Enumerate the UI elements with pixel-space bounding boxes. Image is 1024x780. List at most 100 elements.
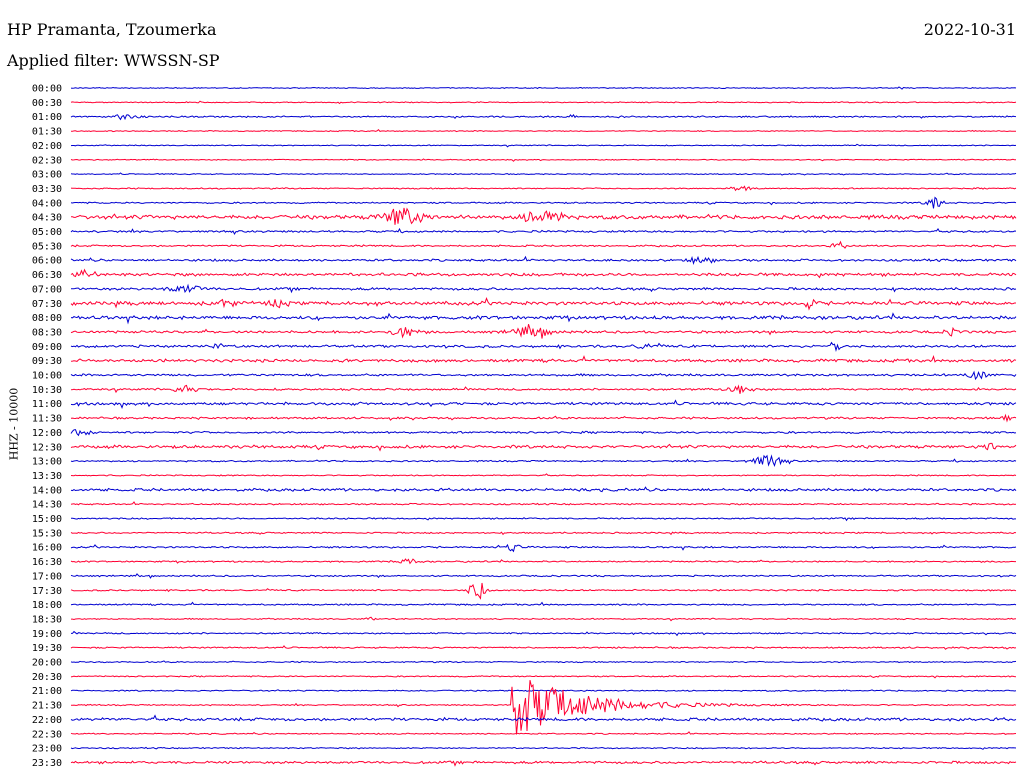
row-label: 22:00: [32, 715, 62, 726]
row-label: 15:30: [32, 528, 62, 539]
row-label: 06:30: [32, 270, 62, 281]
trace-row: [70, 675, 1017, 679]
row-label: 16:00: [32, 543, 62, 554]
trace-row: [70, 227, 1017, 236]
trace-row: [70, 679, 1017, 735]
row-label: 07:00: [32, 284, 62, 295]
date-label: 2022-10-31: [923, 20, 1016, 39]
trace-row: [70, 268, 1017, 279]
row-label: 00:00: [32, 84, 62, 95]
row-label: 19:00: [32, 629, 62, 640]
row-label: 16:30: [32, 557, 62, 568]
row-label: 14:30: [32, 500, 62, 511]
row-label: 03:30: [32, 184, 62, 195]
row-label: 07:30: [32, 299, 62, 310]
row-label: 08:30: [32, 327, 62, 338]
row-label: 06:00: [32, 256, 62, 267]
trace-row: [70, 731, 1017, 736]
trace-row: [70, 399, 1017, 409]
row-label: 05:00: [32, 227, 62, 238]
trace-row: [70, 573, 1017, 579]
trace-row: [70, 746, 1017, 750]
trace-row: [70, 486, 1017, 493]
row-label: 02:00: [32, 141, 62, 152]
trace-row: [70, 312, 1017, 325]
row-label: 10:30: [32, 385, 62, 396]
trace-row: [70, 143, 1017, 148]
row-label: 21:00: [32, 686, 62, 697]
trace-row: [70, 429, 1017, 437]
trace-row: [70, 501, 1017, 506]
row-label: 04:00: [32, 198, 62, 209]
trace-row: [70, 582, 1017, 600]
trace-row: [70, 454, 1017, 467]
filter-label: Applied filter: WWSSN-SP: [7, 51, 220, 70]
row-label: 17:30: [32, 586, 62, 597]
trace-row: [70, 645, 1017, 650]
row-label: 19:30: [32, 643, 62, 654]
trace-row: [70, 297, 1016, 311]
station-title: HP Pramanta, Tzoumerka: [7, 20, 217, 39]
trace-row: [70, 473, 1017, 477]
trace-row: [70, 558, 1016, 565]
row-label: 09:00: [32, 342, 62, 353]
trace-row: [70, 172, 1017, 176]
trace-row: [70, 413, 1017, 423]
row-label: 13:30: [32, 471, 62, 482]
row-label: 23:30: [32, 758, 62, 769]
trace-row: [70, 255, 1017, 265]
row-label: 01:00: [32, 112, 62, 123]
trace-row: [70, 760, 1017, 767]
row-label: 12:30: [32, 442, 62, 453]
row-label: 21:30: [32, 701, 62, 712]
trace-row: [70, 442, 1017, 452]
trace-row: [70, 283, 1017, 294]
row-label: 18:30: [32, 614, 62, 625]
row-label: 18:00: [32, 600, 62, 611]
trace-row: [71, 616, 1017, 622]
row-label: 15:00: [32, 514, 62, 525]
trace-row: [70, 689, 1017, 692]
row-label: 09:30: [32, 356, 62, 367]
row-label: 22:30: [32, 729, 62, 740]
row-label: 11:00: [32, 399, 62, 410]
row-label: 14:00: [32, 485, 62, 496]
row-label: 02:30: [32, 155, 62, 166]
row-label: 03:00: [32, 170, 62, 181]
trace-row: [70, 531, 1017, 536]
trace-row: [70, 240, 1017, 249]
row-label: 20:30: [32, 672, 62, 683]
trace-row: [70, 354, 1017, 364]
row-label: 17:00: [32, 571, 62, 582]
row-label: 08:00: [32, 313, 62, 324]
trace-row: [70, 543, 1017, 553]
trace-row: [70, 196, 1017, 209]
row-label: 01:30: [32, 127, 62, 138]
trace-row: [70, 324, 1017, 339]
trace-row: [70, 100, 1017, 105]
row-label: 12:00: [32, 428, 62, 439]
trace-row: [70, 185, 1017, 192]
trace-row: [70, 341, 1017, 352]
row-label: 00:30: [32, 98, 62, 109]
trace-row: [70, 601, 1017, 607]
trace-row: [70, 660, 1017, 664]
row-label: 10:00: [32, 371, 62, 382]
row-label: 04:30: [32, 213, 62, 224]
trace-row: [70, 114, 1017, 121]
row-label: 11:30: [32, 414, 62, 425]
trace-row: [70, 714, 1017, 722]
trace-row: [70, 129, 1016, 133]
trace-row: [71, 207, 1017, 225]
trace-row: [70, 158, 1016, 162]
trace-row: [70, 384, 1017, 394]
row-label: 20:00: [32, 658, 62, 669]
row-label: 05:30: [32, 241, 62, 252]
row-label: 23:00: [32, 744, 62, 755]
trace-row: [70, 370, 1017, 381]
trace-row: [71, 630, 1017, 637]
trace-row: [71, 517, 1016, 522]
row-label: 13:00: [32, 457, 62, 468]
trace-row: [70, 86, 1017, 90]
